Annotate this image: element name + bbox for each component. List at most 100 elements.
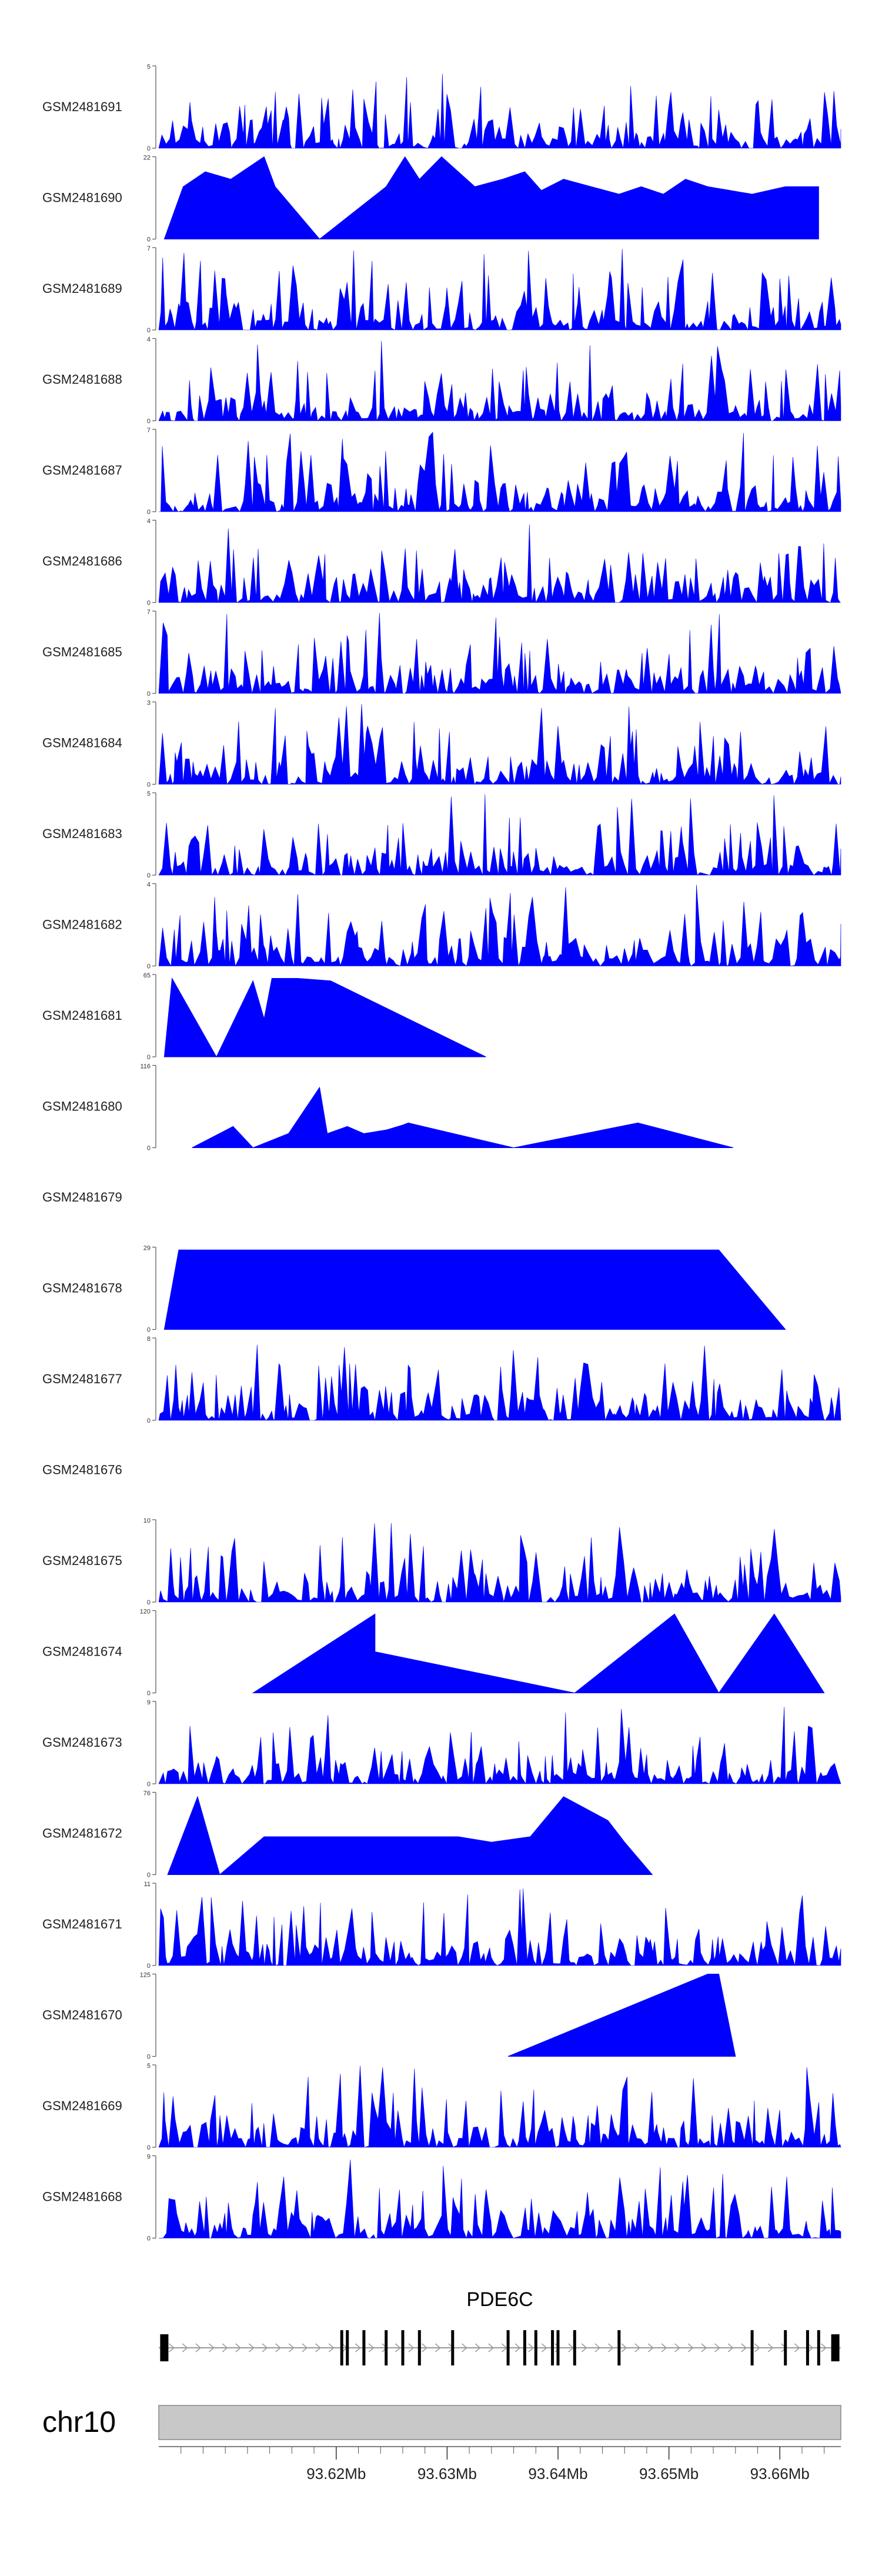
strand-arrow	[714, 2343, 720, 2353]
strand-arrow	[514, 2343, 521, 2353]
strand-arrow	[209, 2343, 215, 2353]
strand-arrow	[661, 2343, 667, 2353]
track-GSM2481673: GSM2481673 9 0	[42, 1699, 841, 1788]
coverage-area	[158, 2160, 841, 2239]
track-GSM2481670: GSM2481670 125 0	[42, 1972, 736, 2061]
y-tick-label-max: 9	[147, 1699, 151, 1706]
gene-exon	[806, 2330, 809, 2365]
track-label: GSM2481669	[42, 2098, 122, 2113]
track-label: GSM2481670	[42, 2008, 122, 2023]
track-GSM2481672: GSM2481672 76 0	[42, 1790, 653, 1879]
y-tick-label-max: 7	[147, 427, 151, 434]
track-label: GSM2481680	[42, 1099, 122, 1114]
strand-arrow	[435, 2343, 441, 2353]
y-tick-label-min: 0	[147, 872, 151, 879]
coverage-area	[167, 1796, 653, 1876]
gene-exon	[750, 2330, 754, 2365]
track-GSM2481679: GSM2481679	[42, 1190, 122, 1204]
track-GSM2481677: GSM2481677 8 0	[42, 1336, 841, 1424]
strand-arrow	[634, 2343, 640, 2353]
coverage-area	[507, 1974, 736, 2057]
gene-exon	[417, 2330, 421, 2365]
track-GSM2481684: GSM2481684 3 0	[42, 700, 841, 789]
coverage-area	[192, 1086, 734, 1149]
strand-arrow	[262, 2343, 268, 2353]
track-GSM2481680: GSM2481680 116 0	[42, 1063, 734, 1152]
coverage-area	[158, 613, 841, 695]
coverage-area	[163, 1249, 786, 1330]
track-label: GSM2481672	[42, 1826, 122, 1841]
track-label: GSM2481674	[42, 1644, 122, 1659]
y-tick-label-max: 8	[147, 1336, 151, 1343]
gene-exon	[551, 2330, 554, 2365]
y-tick-label-min: 0	[147, 600, 151, 607]
gene-exon	[340, 2330, 343, 2365]
coverage-tracks: GSM248169150GSM2481690220GSM248168970GSM…	[42, 64, 841, 2243]
track-label: GSM2481682	[42, 917, 122, 932]
strand-arrow	[501, 2343, 507, 2353]
y-tick-label-min: 0	[147, 509, 151, 516]
track-GSM2481687: GSM2481687 7 0	[42, 427, 841, 516]
track-label: GSM2481678	[42, 1281, 122, 1296]
track-label: GSM2481677	[42, 1372, 122, 1386]
coverage-area	[163, 977, 486, 1058]
y-tick-label-max: 22	[143, 155, 151, 162]
x-tick-label: 93.64Mb	[528, 2465, 587, 2482]
strand-arrow	[608, 2343, 614, 2353]
coverage-area	[158, 1344, 841, 1421]
gene-exon	[556, 2330, 560, 2365]
y-tick-label-max: 125	[140, 1972, 151, 1979]
y-tick-label-min: 0	[147, 1327, 151, 1334]
gene-exon	[451, 2330, 455, 2365]
strand-arrow	[395, 2343, 401, 2353]
y-tick-label-max: 76	[143, 1790, 151, 1797]
track-label: GSM2481689	[42, 281, 122, 296]
x-tick-label: 93.66Mb	[750, 2465, 810, 2482]
strand-arrow	[195, 2343, 202, 2353]
y-tick-label-min: 0	[147, 1599, 151, 1606]
y-tick-label-min: 0	[147, 327, 151, 334]
y-tick-label-max: 65	[143, 972, 151, 979]
track-label: GSM2481684	[42, 736, 122, 750]
gene-exon	[534, 2330, 537, 2365]
track-GSM2481681: GSM2481681 65 0	[42, 972, 486, 1061]
coverage-area	[158, 341, 841, 422]
track-label: GSM2481687	[42, 463, 122, 478]
strand-arrow	[794, 2343, 800, 2353]
track-GSM2481676: GSM2481676	[42, 1463, 122, 1477]
gene-exon	[346, 2330, 349, 2365]
strand-arrow	[169, 2343, 175, 2353]
track-GSM2481682: GSM2481682 4 0	[42, 882, 841, 970]
y-tick-label-min: 0	[147, 1872, 151, 1879]
coverage-area	[158, 704, 841, 785]
gene-exon	[401, 2330, 405, 2365]
strand-arrow	[581, 2343, 587, 2353]
strand-arrow	[701, 2343, 707, 2353]
strand-arrow	[422, 2343, 427, 2353]
gene-exon	[784, 2330, 787, 2365]
y-tick-label-min: 0	[147, 690, 151, 698]
coverage-area	[163, 156, 819, 240]
coverage-area	[252, 1613, 825, 1694]
gene-track: PDE6C	[159, 2288, 841, 2365]
y-tick-label-max: 7	[147, 245, 151, 252]
y-tick-label-max: 10	[143, 1517, 151, 1524]
gene-exon	[160, 2334, 169, 2361]
coverage-area	[158, 1888, 841, 1967]
strand-arrow	[182, 2343, 188, 2353]
gene-exon	[573, 2330, 576, 2365]
strand-arrow	[528, 2343, 534, 2353]
y-tick-label-min: 0	[147, 2144, 151, 2151]
track-GSM2481690: GSM2481690 22 0	[42, 155, 819, 243]
y-tick-label-min: 0	[147, 1690, 151, 1697]
y-tick-label-max: 5	[147, 64, 151, 71]
track-GSM2481678: GSM2481678 29 0	[42, 1245, 786, 1334]
track-label: GSM2481690	[42, 191, 122, 205]
track-GSM2481688: GSM2481688 4 0	[42, 336, 841, 425]
track-GSM2481683: GSM2481683 5 0	[42, 790, 841, 879]
y-tick-label-min: 0	[147, 1054, 151, 1061]
track-label: GSM2481691	[42, 99, 122, 114]
strand-arrow	[541, 2343, 547, 2353]
y-tick-label-min: 0	[147, 1145, 151, 1152]
y-tick-label-min: 0	[147, 236, 151, 243]
